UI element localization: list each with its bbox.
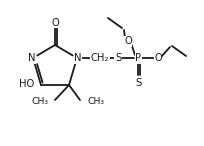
Text: O: O <box>154 53 162 63</box>
Text: O: O <box>124 36 132 46</box>
Text: HO: HO <box>19 79 35 89</box>
Text: N: N <box>74 53 82 63</box>
Text: S: S <box>135 78 141 88</box>
Text: O: O <box>51 18 59 27</box>
Text: P: P <box>135 53 141 63</box>
Text: CH₂: CH₂ <box>91 53 109 63</box>
Text: CH₃: CH₃ <box>31 97 48 106</box>
Text: CH₃: CH₃ <box>87 97 104 106</box>
Text: N: N <box>28 53 36 63</box>
Text: S: S <box>115 53 121 63</box>
